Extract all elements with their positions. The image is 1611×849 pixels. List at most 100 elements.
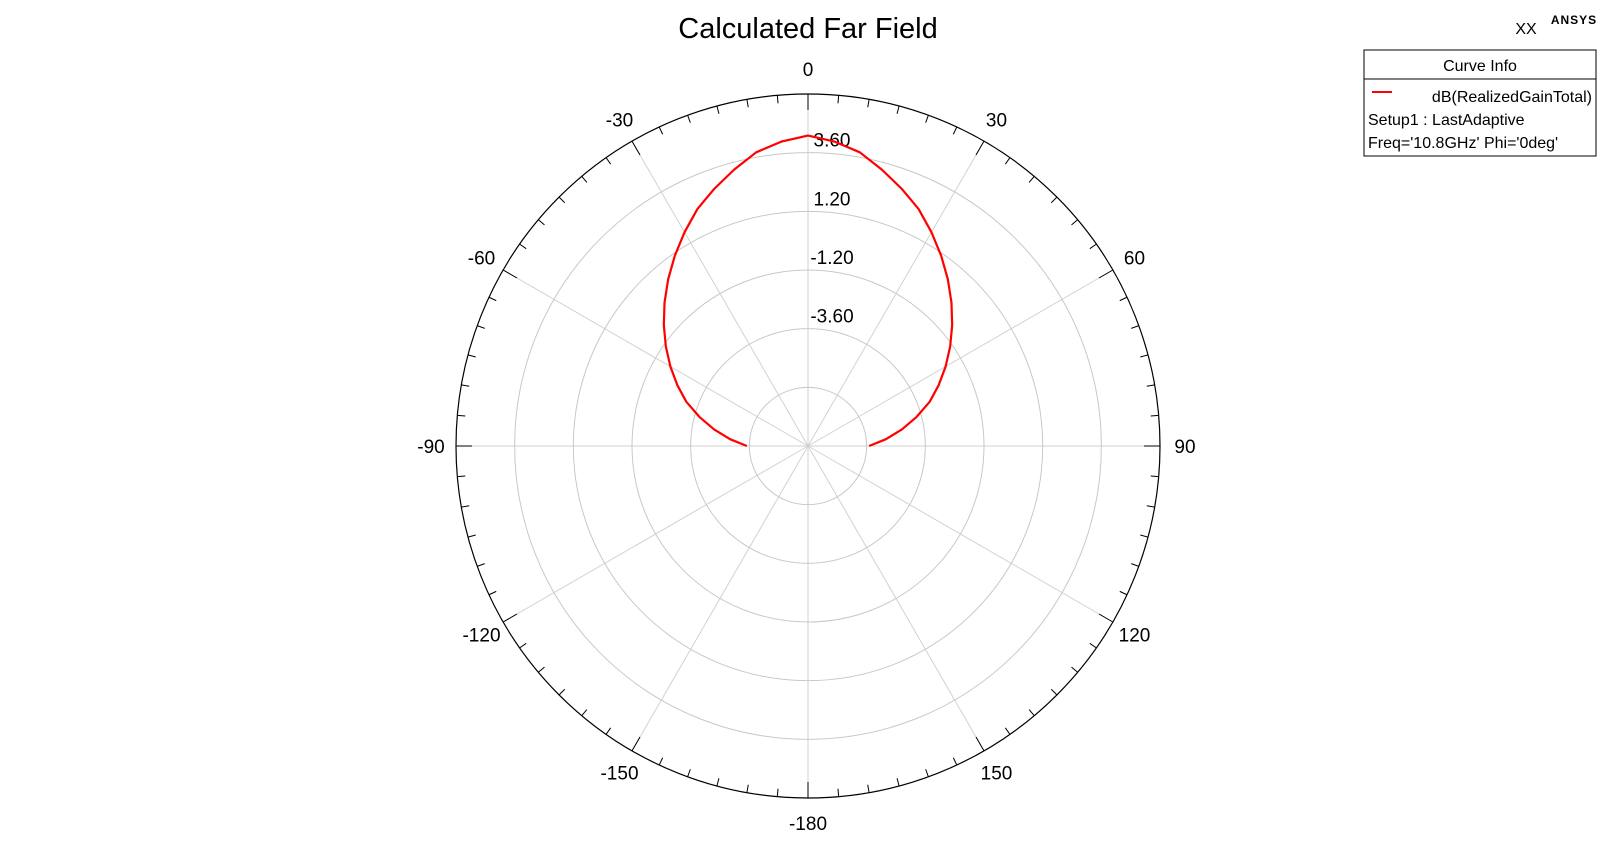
angle-label: -120 <box>462 626 500 647</box>
angle-label: -30 <box>606 111 633 132</box>
angle-tick <box>1146 384 1155 387</box>
angle-tick <box>1119 296 1128 302</box>
angle-tick <box>519 243 527 250</box>
legend-title: Curve Info <box>1443 58 1517 75</box>
angle-tick <box>837 95 840 104</box>
angle-tick <box>952 757 958 766</box>
angle-tick <box>896 105 900 114</box>
angle-label: 30 <box>986 111 1007 132</box>
angle-tick <box>1004 157 1011 165</box>
angle-tick <box>925 769 929 777</box>
angle-tick <box>519 642 527 649</box>
angle-tick <box>867 784 870 793</box>
grid-ring <box>690 328 926 564</box>
angle-tick <box>716 105 720 114</box>
angle-tick <box>1150 475 1159 478</box>
radial-label: -3.60 <box>810 307 853 328</box>
polar-grid <box>455 93 1161 799</box>
legend-entry-freq: Freq='10.8GHz' Phi='0deg' <box>1368 135 1558 152</box>
angle-tick <box>952 126 958 135</box>
angle-tick <box>461 384 470 387</box>
curve-layer <box>662 134 954 448</box>
angle-tick <box>925 115 929 123</box>
angle-tick <box>1050 196 1058 204</box>
angle-tick <box>502 269 518 279</box>
angle-tick <box>658 126 664 135</box>
angle-tick <box>975 140 985 156</box>
angle-label: 0 <box>803 60 814 81</box>
angle-tick <box>477 563 485 567</box>
angle-tick <box>502 613 518 623</box>
angle-tick <box>1131 325 1139 329</box>
angle-tick <box>1004 727 1011 735</box>
angle-tick <box>457 414 466 417</box>
angle-tick <box>1071 666 1078 673</box>
angle-label: 60 <box>1124 249 1145 270</box>
grid-ring <box>631 269 985 623</box>
angle-label: -60 <box>468 249 495 270</box>
angle-tick <box>1071 219 1078 226</box>
angle-tick <box>658 757 664 766</box>
series-curve-realized-gain <box>662 134 954 448</box>
angle-tick <box>605 157 612 165</box>
angle-label: -150 <box>600 763 638 784</box>
grid-ring <box>572 210 1044 682</box>
angle-tick <box>746 99 749 108</box>
radial-labels: -3.60-1.201.203.60 <box>810 131 853 328</box>
angle-tick <box>716 778 720 787</box>
angle-tick <box>975 736 985 752</box>
angle-tick <box>538 219 545 226</box>
angle-tick <box>1089 642 1097 649</box>
angle-tick <box>581 176 588 183</box>
angle-tick <box>776 95 779 104</box>
legend-entry-setup: Setup1 : LastAdaptive <box>1368 112 1525 129</box>
angle-tick <box>1098 269 1114 279</box>
angle-label: 90 <box>1174 437 1195 458</box>
project-name: XX <box>1515 21 1537 38</box>
angle-tick <box>867 99 870 108</box>
angle-label: -180 <box>789 814 827 835</box>
angle-tick <box>1140 534 1149 538</box>
angle-tick <box>605 727 612 735</box>
angle-label: -90 <box>417 437 444 458</box>
legend-box <box>1363 49 1597 157</box>
angle-label: 120 <box>1119 626 1151 647</box>
angle-tick <box>837 788 840 797</box>
angle-tick <box>1089 243 1097 250</box>
angle-tick <box>558 688 566 696</box>
angle-tick <box>581 709 588 716</box>
angle-tick <box>488 590 497 596</box>
angle-tick <box>1050 688 1058 696</box>
angle-tick <box>467 354 476 358</box>
angle-tick <box>477 325 485 329</box>
angle-tick <box>461 505 470 508</box>
angle-tick <box>467 534 476 538</box>
angle-tick <box>1140 354 1149 358</box>
angle-tick <box>488 296 497 302</box>
ansys-logo: ANSYS <box>1551 13 1597 27</box>
angle-tick <box>687 769 691 777</box>
legend[interactable]: Curve Info dB(RealizedGainTotal) Setup1 … <box>1363 49 1597 157</box>
radial-label: 1.20 <box>814 189 851 210</box>
angle-tick <box>1150 414 1159 417</box>
angle-tick <box>776 788 779 797</box>
angle-labels: 0 30 60 90 120 150 -180 -150 -120 -90 -60 -30 <box>417 60 1195 835</box>
angle-tick <box>896 778 900 787</box>
angle-tick <box>1028 709 1035 716</box>
angle-tick <box>1146 505 1155 508</box>
angle-tick <box>1119 590 1128 596</box>
chart-title: Calculated Far Field <box>678 13 938 45</box>
grid-ring <box>514 152 1102 740</box>
angle-label: 150 <box>981 763 1013 784</box>
angle-tick <box>538 666 545 673</box>
angle-tick <box>631 736 641 752</box>
angle-tick <box>1131 563 1139 567</box>
legend-entry-series: dB(RealizedGainTotal) <box>1432 89 1592 106</box>
angle-tick <box>558 196 566 204</box>
grid-ring <box>748 386 868 506</box>
outer-ticks <box>456 94 1160 798</box>
radial-label: -1.20 <box>810 248 853 269</box>
angle-tick <box>631 140 641 156</box>
angle-tick <box>687 115 691 123</box>
